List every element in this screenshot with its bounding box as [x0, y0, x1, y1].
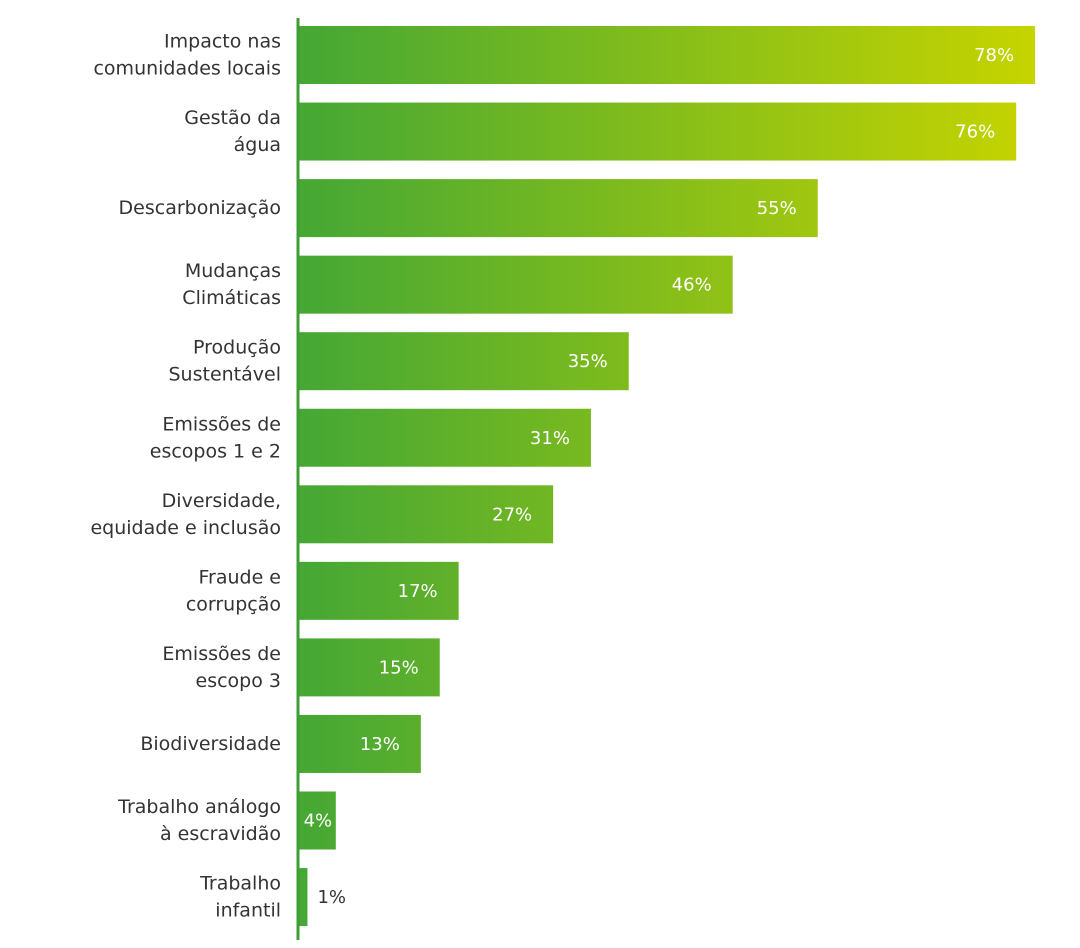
bar	[298, 561, 459, 620]
value-label: 17%	[398, 581, 438, 602]
category-label: Emissões de escopos 1 e 2	[150, 413, 281, 462]
category-label: Produção Sustentável	[169, 336, 282, 385]
bar	[298, 332, 629, 391]
category-label: Descarbonização	[119, 197, 281, 219]
bar	[298, 179, 818, 238]
category-label: Gestão da água	[184, 107, 281, 156]
value-label: 15%	[379, 657, 419, 678]
category-label: Biodiversidade	[140, 732, 281, 754]
category-label: Diversidade, equidade e inclusão	[90, 489, 281, 538]
value-label: 76%	[955, 122, 995, 143]
value-label: 31%	[530, 428, 570, 449]
bar	[298, 255, 733, 314]
category-label: Trabalho infantil	[199, 872, 281, 921]
bar	[298, 408, 591, 467]
category-label: Fraude e corrupção	[186, 566, 281, 615]
category-label: Mudanças Climáticas	[182, 260, 281, 309]
category-label: Emissões de escopo 3	[162, 642, 281, 691]
bar	[298, 638, 440, 697]
value-label: 27%	[492, 504, 532, 525]
category-label: Impacto nas comunidades locais	[93, 30, 281, 79]
bar	[298, 791, 336, 850]
value-label: 4%	[304, 811, 333, 832]
value-label: 78%	[974, 45, 1014, 66]
bar	[298, 714, 421, 773]
value-label: 1%	[317, 887, 346, 908]
bar	[298, 102, 1017, 161]
value-label: 35%	[568, 351, 608, 372]
value-label: 55%	[757, 198, 797, 219]
bar	[298, 26, 1036, 84]
value-label: 46%	[672, 275, 712, 296]
category-label: Trabalho análogo à escravidão	[117, 796, 281, 845]
value-label: 13%	[360, 734, 400, 755]
bar	[298, 868, 308, 927]
bar	[298, 485, 554, 544]
